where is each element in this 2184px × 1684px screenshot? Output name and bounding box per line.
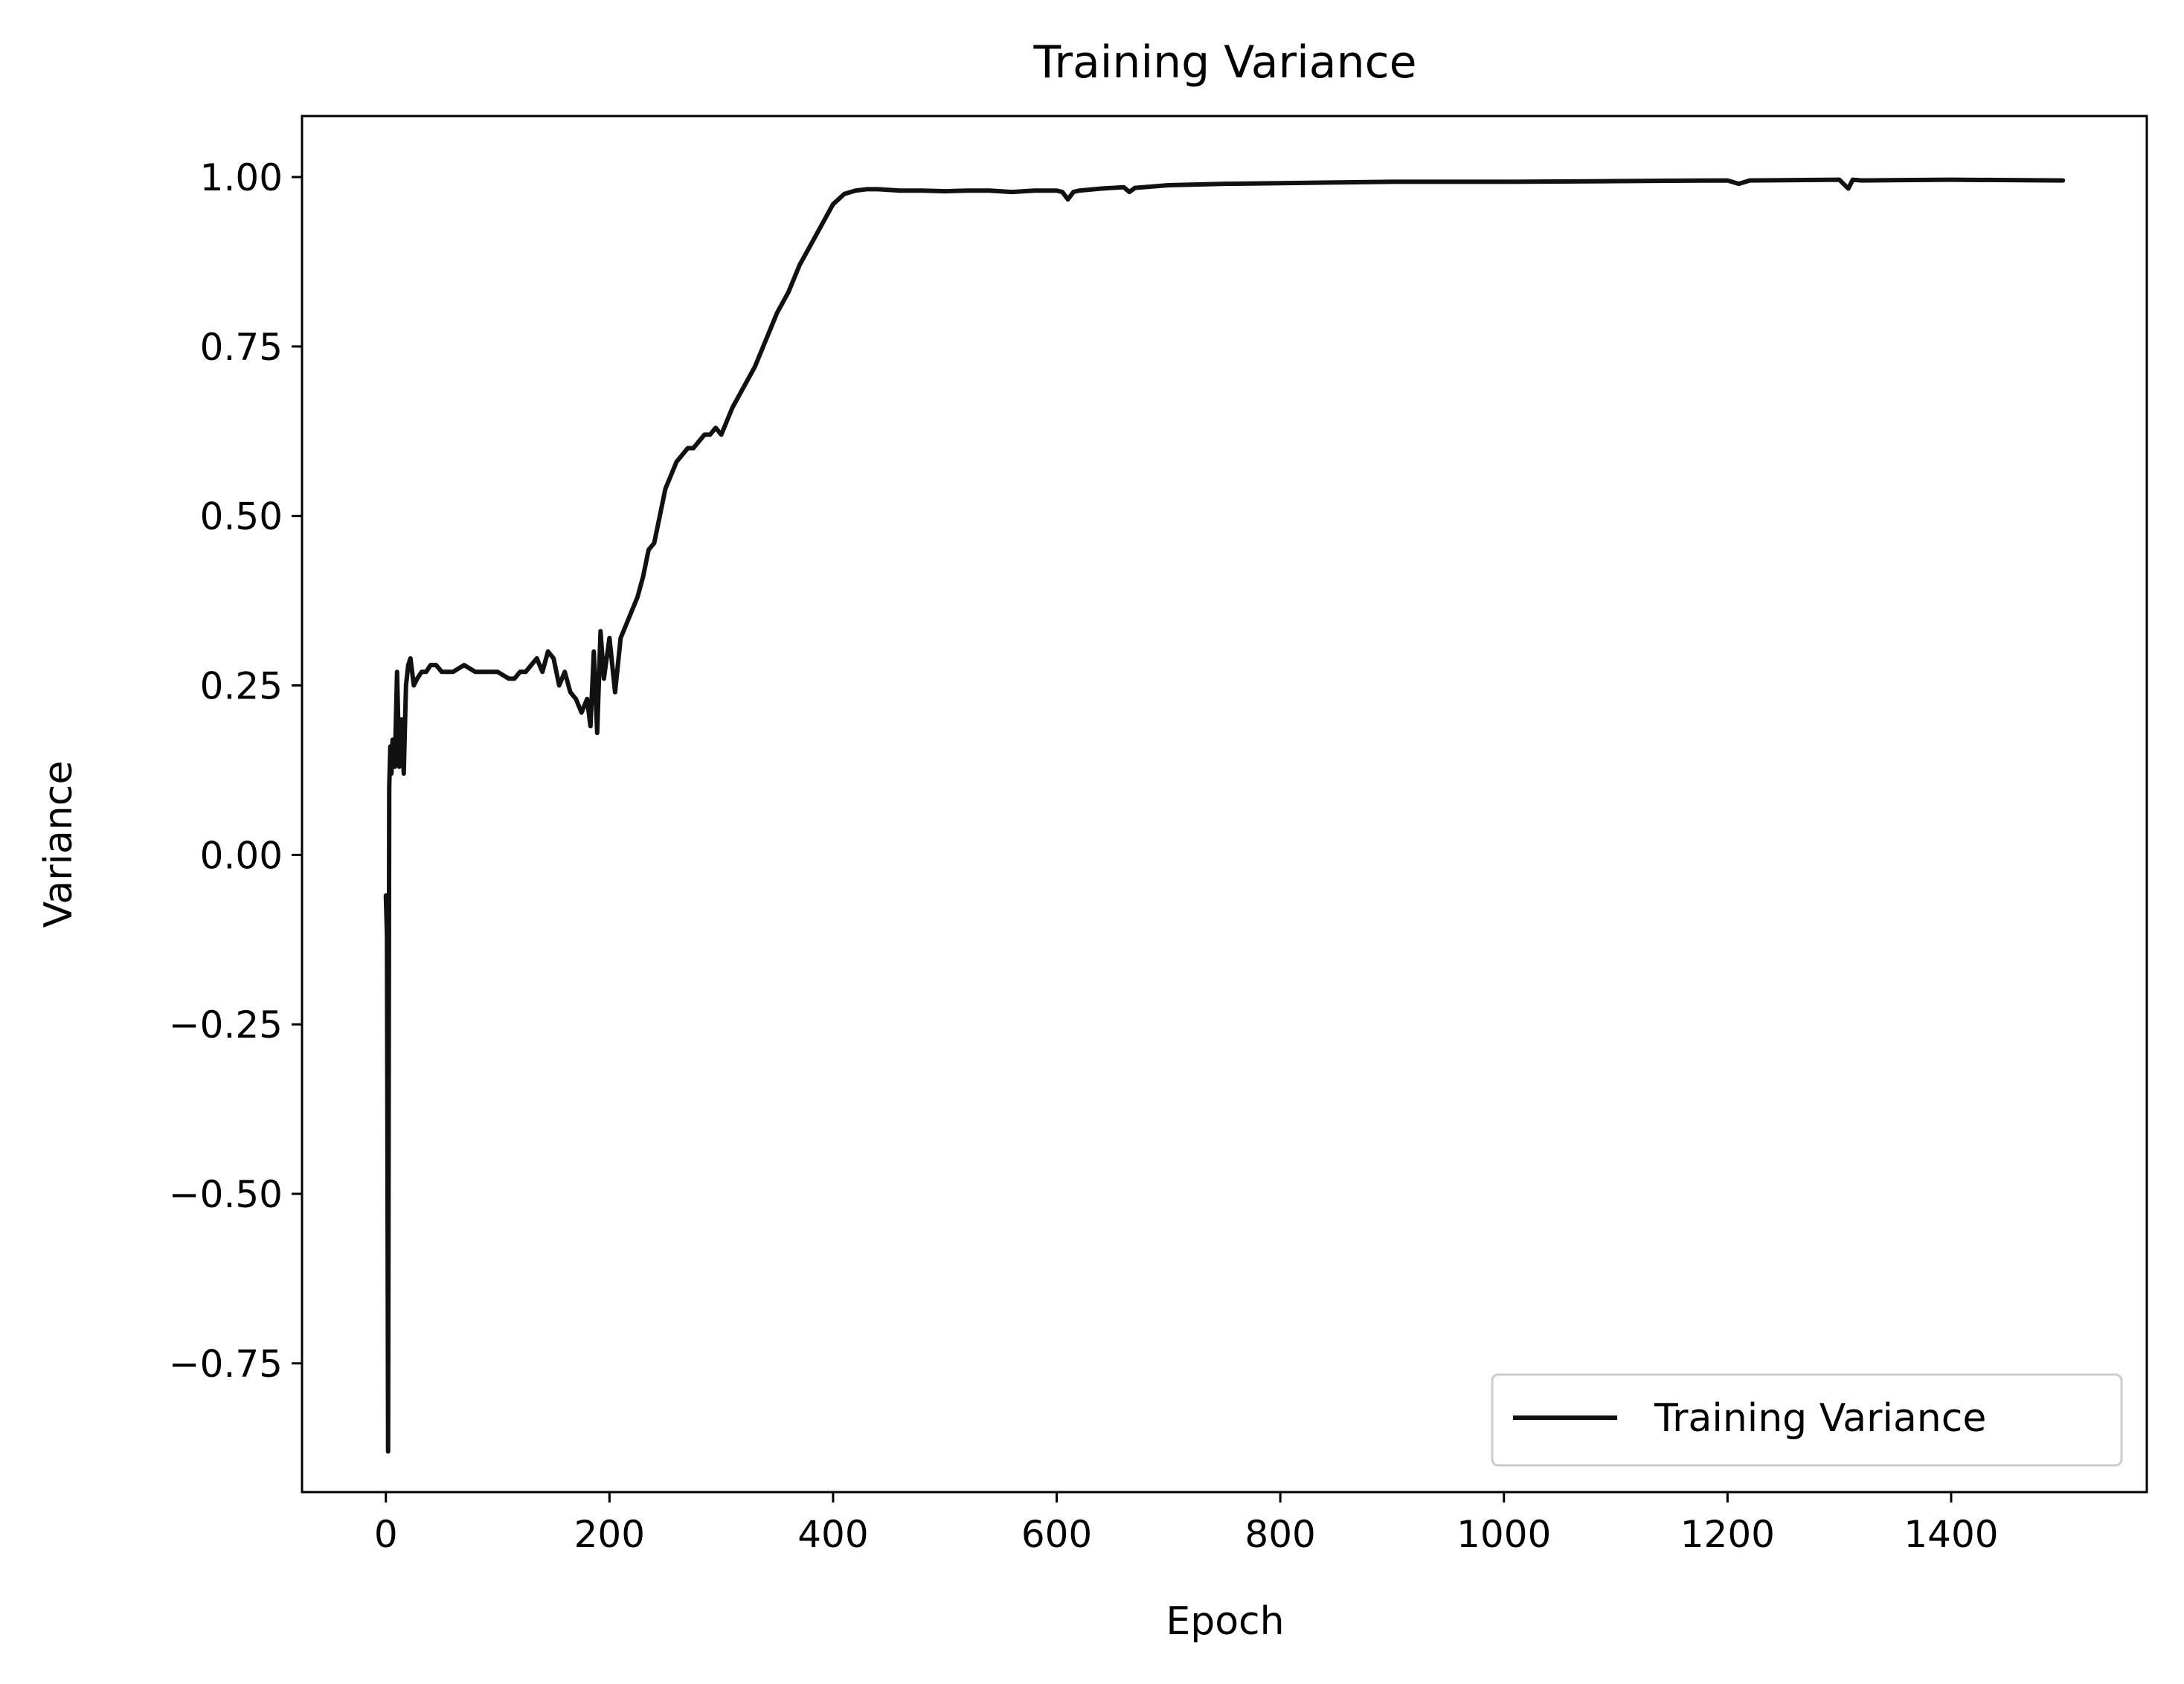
x-tick-label: 200 [574,1513,645,1556]
y-axis-label: Variance [36,761,81,928]
x-tick-label: 800 [1244,1513,1315,1556]
x-axis: 0 200 400 600 800 1000 1200 1400 [374,1492,1999,1556]
legend-box [1491,1373,2123,1467]
y-tick-label: 0.25 [200,665,283,708]
x-tick-label: 0 [374,1513,398,1556]
x-tick-label: 1400 [1904,1513,1998,1556]
y-tick-label: −0.25 [169,1003,283,1047]
chart-title: Training Variance [1032,36,1416,89]
x-tick-label: 1200 [1680,1513,1775,1556]
y-tick-label: −0.50 [169,1173,283,1216]
legend: Training Variance [1491,1373,2123,1467]
y-axis: 1.00 0.75 0.50 0.25 0.00 −0.25 −0.50 −0.75 [169,156,302,1386]
y-tick-label: 0.75 [200,326,283,369]
legend-label: Training Variance [1654,1396,1986,1441]
x-tick-label: 600 [1021,1513,1092,1556]
x-axis-label: Epoch [1166,1599,1284,1644]
y-tick-label: 0.00 [200,834,283,877]
y-tick-label: −0.75 [169,1343,283,1386]
plot-area [301,115,2148,1494]
y-tick-label: 0.50 [200,495,283,539]
training-variance-line [383,177,2066,1454]
y-tick-label: 1.00 [200,156,283,199]
x-tick-label: 400 [797,1513,868,1556]
x-tick-label: 1000 [1456,1513,1551,1556]
